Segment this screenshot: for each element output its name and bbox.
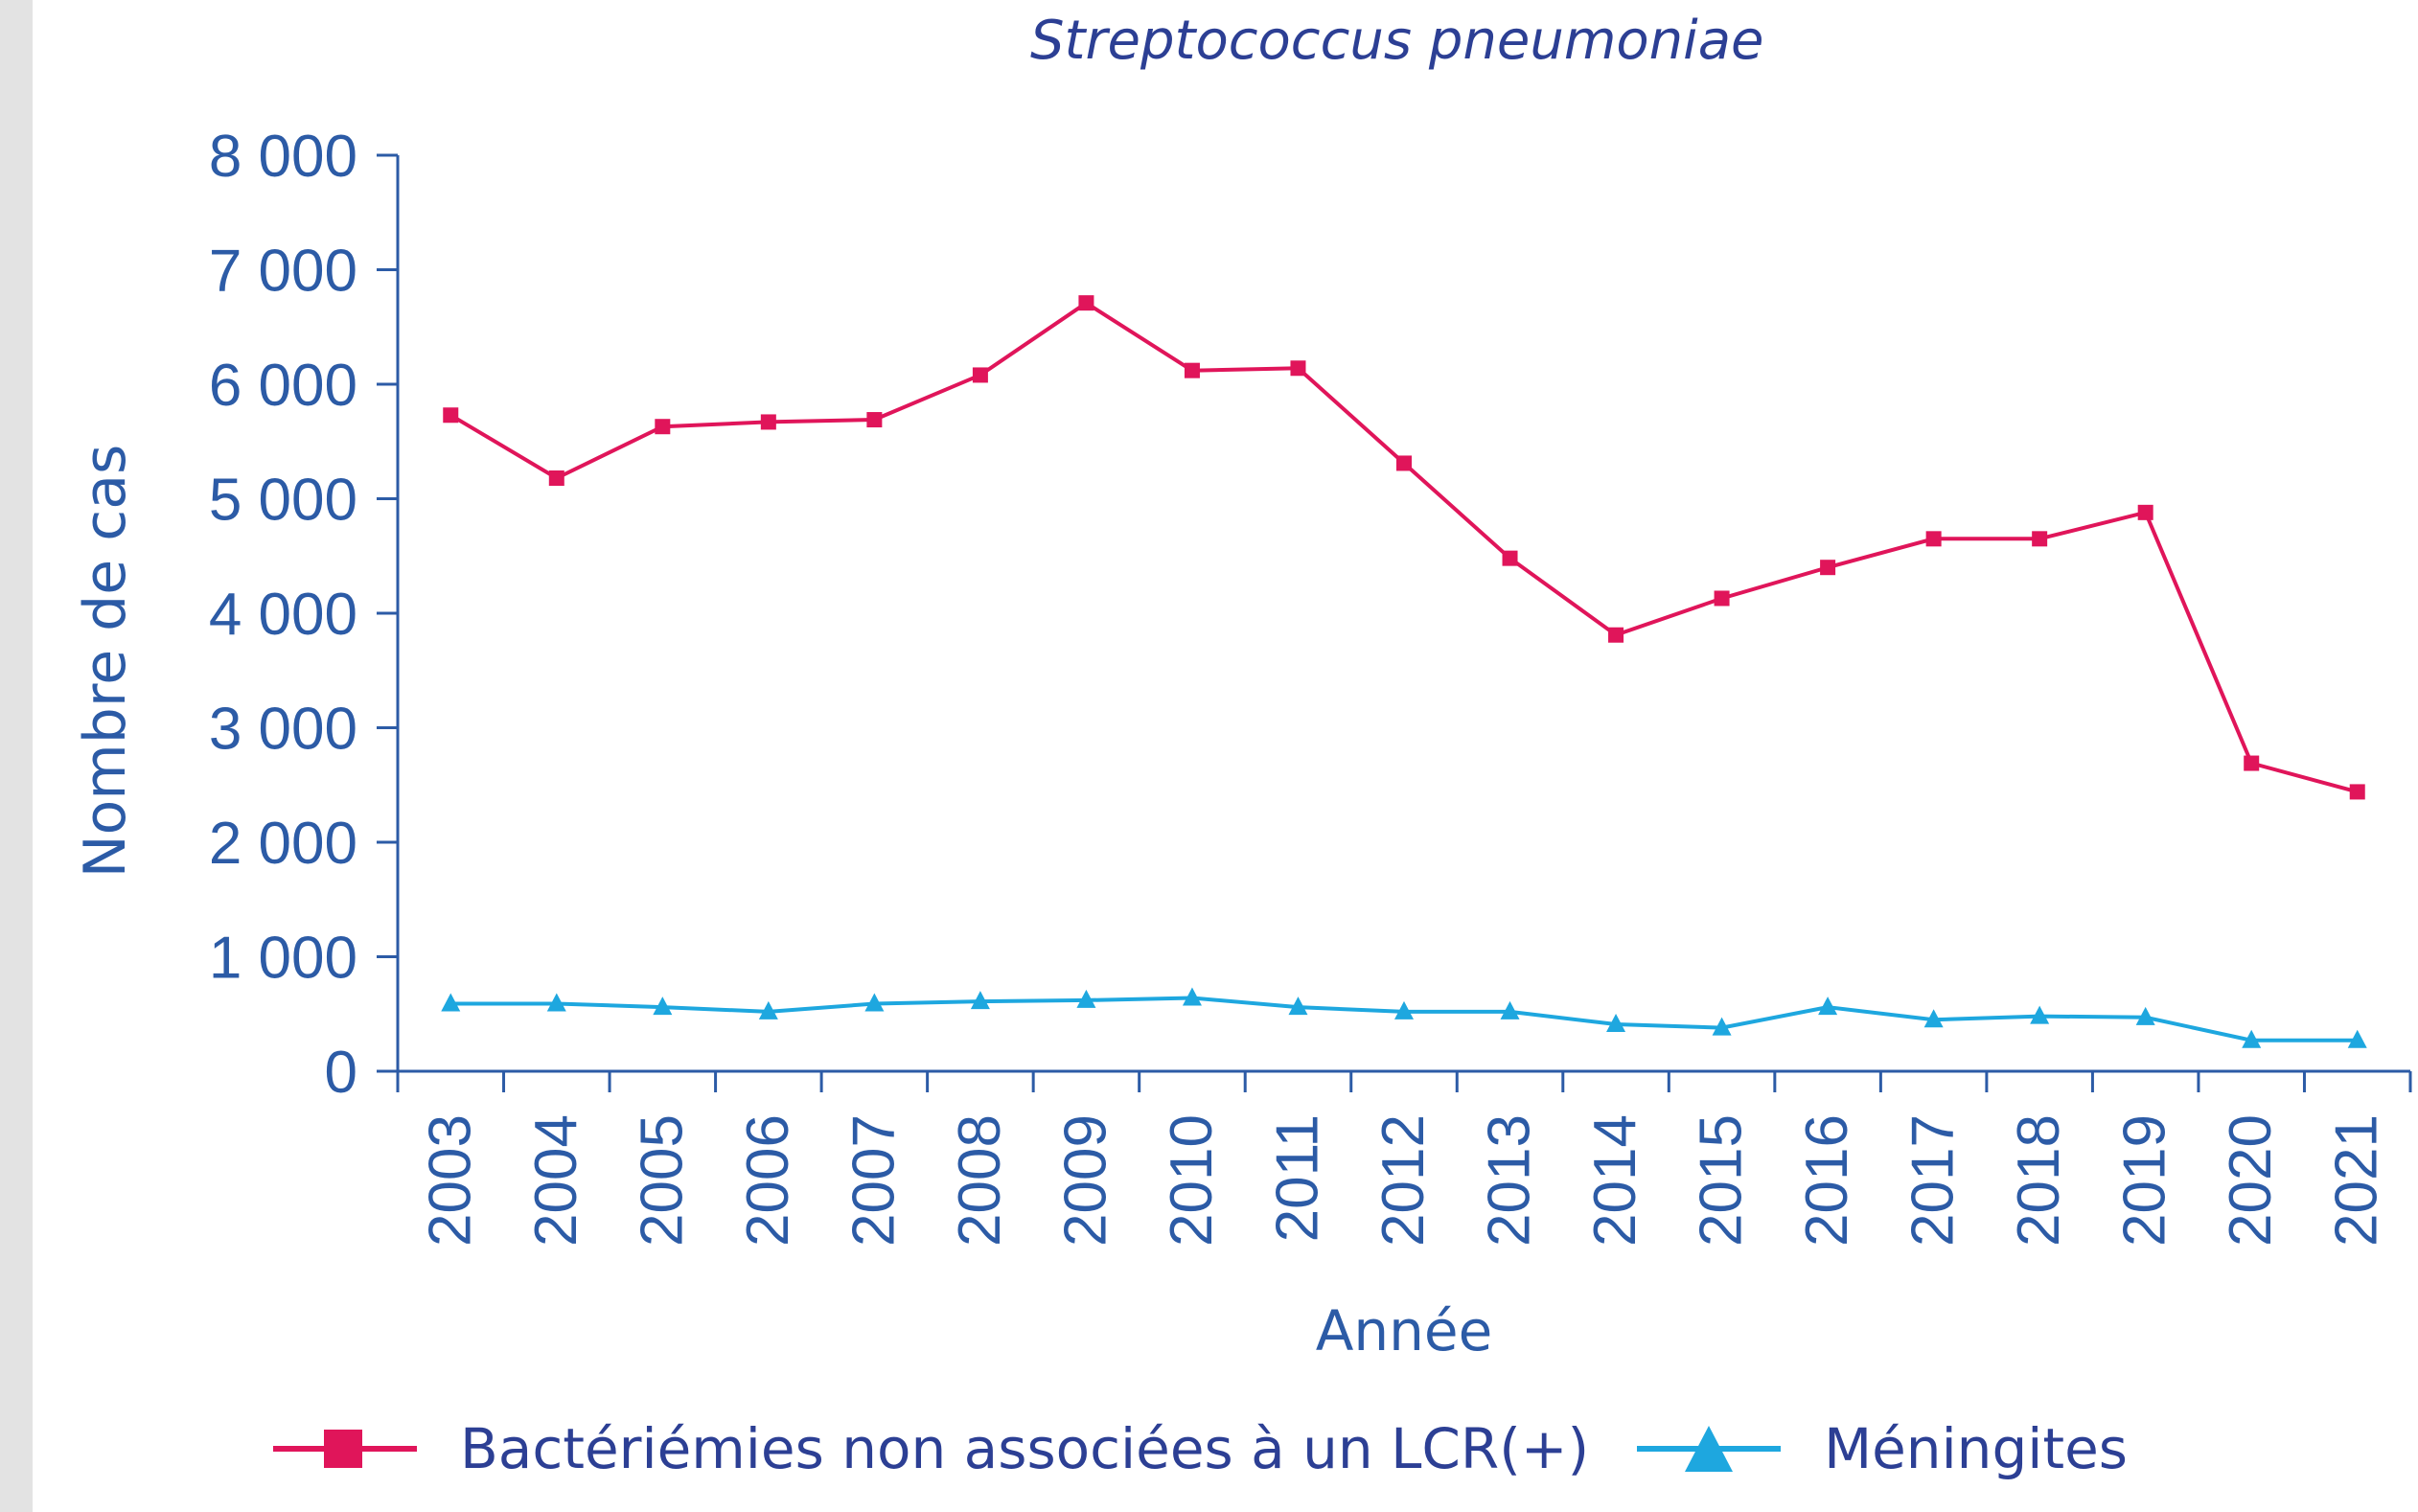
data-point — [1396, 455, 1412, 471]
data-point — [2244, 755, 2260, 771]
x-tick-label: 2016 — [1794, 1114, 1860, 1247]
data-point — [546, 993, 566, 1012]
data-point — [2030, 1005, 2050, 1024]
y-tick-label: 2 000 — [209, 811, 357, 877]
data-point — [653, 997, 673, 1016]
x-tick-label: 2015 — [1689, 1114, 1755, 1247]
legend-item-meningites: Méningites — [1632, 1416, 2128, 1481]
legend: Bactériémies non associées à un LCR(+) M… — [268, 1416, 2171, 1481]
data-point — [1076, 989, 1096, 1008]
data-point — [1818, 997, 1838, 1016]
x-tick-label: 2010 — [1159, 1114, 1225, 1247]
legend-swatch-bacteriemies — [273, 1430, 417, 1468]
data-point — [760, 414, 776, 430]
x-tick-label: 2009 — [1052, 1114, 1118, 1247]
data-point — [1712, 1017, 1732, 1036]
data-point — [1925, 531, 1942, 547]
data-point — [443, 407, 459, 424]
data-point — [1182, 987, 1202, 1006]
x-tick-label: 2012 — [1370, 1114, 1437, 1247]
legend-marker-square — [324, 1430, 362, 1468]
x-tick-label: 2011 — [1264, 1114, 1330, 1242]
data-point — [758, 1000, 778, 1019]
series-0 — [443, 295, 2365, 800]
chart-title: Streptococcus pneumoniae — [1030, 10, 1764, 72]
x-tick-label: 2006 — [735, 1114, 801, 1247]
data-point — [1290, 360, 1306, 377]
x-tick-label: 2019 — [2112, 1114, 2178, 1247]
x-tick-label: 2008 — [947, 1114, 1013, 1247]
data-point — [2135, 1006, 2155, 1025]
data-point — [1606, 1014, 1626, 1033]
data-point — [1923, 1009, 1944, 1028]
y-tick-label: 4 000 — [209, 582, 357, 648]
x-tick-label: 2013 — [1477, 1114, 1543, 1247]
left-frame-bar — [0, 0, 33, 1512]
x-axis-label: Année — [1315, 1298, 1493, 1363]
data-point — [1608, 627, 1624, 643]
y-tick-label: 5 000 — [209, 468, 357, 534]
x-tick-label: 2004 — [523, 1114, 589, 1247]
series-line — [449, 300, 2359, 794]
data-point — [2349, 784, 2365, 800]
series-1 — [441, 987, 2367, 1048]
data-point — [864, 993, 885, 1012]
y-tick-label: 0 — [325, 1040, 357, 1106]
data-point — [1184, 362, 1200, 378]
x-tick-label: 2018 — [2006, 1114, 2072, 1247]
legend-swatch-meningites — [1637, 1426, 1782, 1472]
legend-item-bacteriemies: Bactériémies non associées à un LCR(+) — [268, 1416, 1589, 1481]
legend-label-meningites: Méningites — [1824, 1416, 2129, 1481]
y-tick-label: 1 000 — [209, 926, 357, 992]
data-point — [1500, 1000, 1520, 1019]
data-point — [548, 470, 564, 486]
legend-marker-triangle — [1685, 1426, 1734, 1472]
data-point — [441, 993, 461, 1012]
data-point — [1078, 295, 1094, 311]
x-tick-label: 2007 — [841, 1114, 907, 1247]
y-tick-label: 6 000 — [209, 353, 357, 419]
y-tick-label: 3 000 — [209, 697, 357, 763]
data-point — [2242, 1029, 2262, 1048]
axes: 0 1 000 2 000 3 000 4 000 5 000 6 000 7 000 8 00… — [209, 124, 2412, 1247]
data-point — [2347, 1029, 2367, 1048]
x-tick-label: 2020 — [2218, 1114, 2284, 1247]
data-point — [2137, 504, 2153, 520]
x-tick-label: 2003 — [417, 1114, 483, 1247]
x-tick-label: 2017 — [1900, 1114, 1967, 1247]
y-tick-label: 8 000 — [209, 124, 357, 190]
data-point — [970, 991, 990, 1010]
data-point — [866, 412, 883, 428]
data-point — [1394, 1000, 1414, 1019]
data-point — [2032, 531, 2048, 547]
x-tick-label: 2005 — [629, 1114, 695, 1247]
x-tick-label: 2014 — [1582, 1114, 1648, 1247]
data-point — [1288, 997, 1308, 1016]
data-point — [1502, 550, 1518, 566]
data-point — [655, 419, 671, 435]
y-tick-label: 7 000 — [209, 239, 357, 305]
data-point — [1714, 590, 1730, 607]
x-tick-label: 2021 — [2324, 1114, 2390, 1247]
data-point — [1820, 560, 1836, 576]
series-layer — [441, 295, 2367, 1048]
legend-label-bacteriemies: Bactériémies non associées à un LCR(+) — [460, 1416, 1590, 1481]
data-point — [972, 367, 988, 383]
